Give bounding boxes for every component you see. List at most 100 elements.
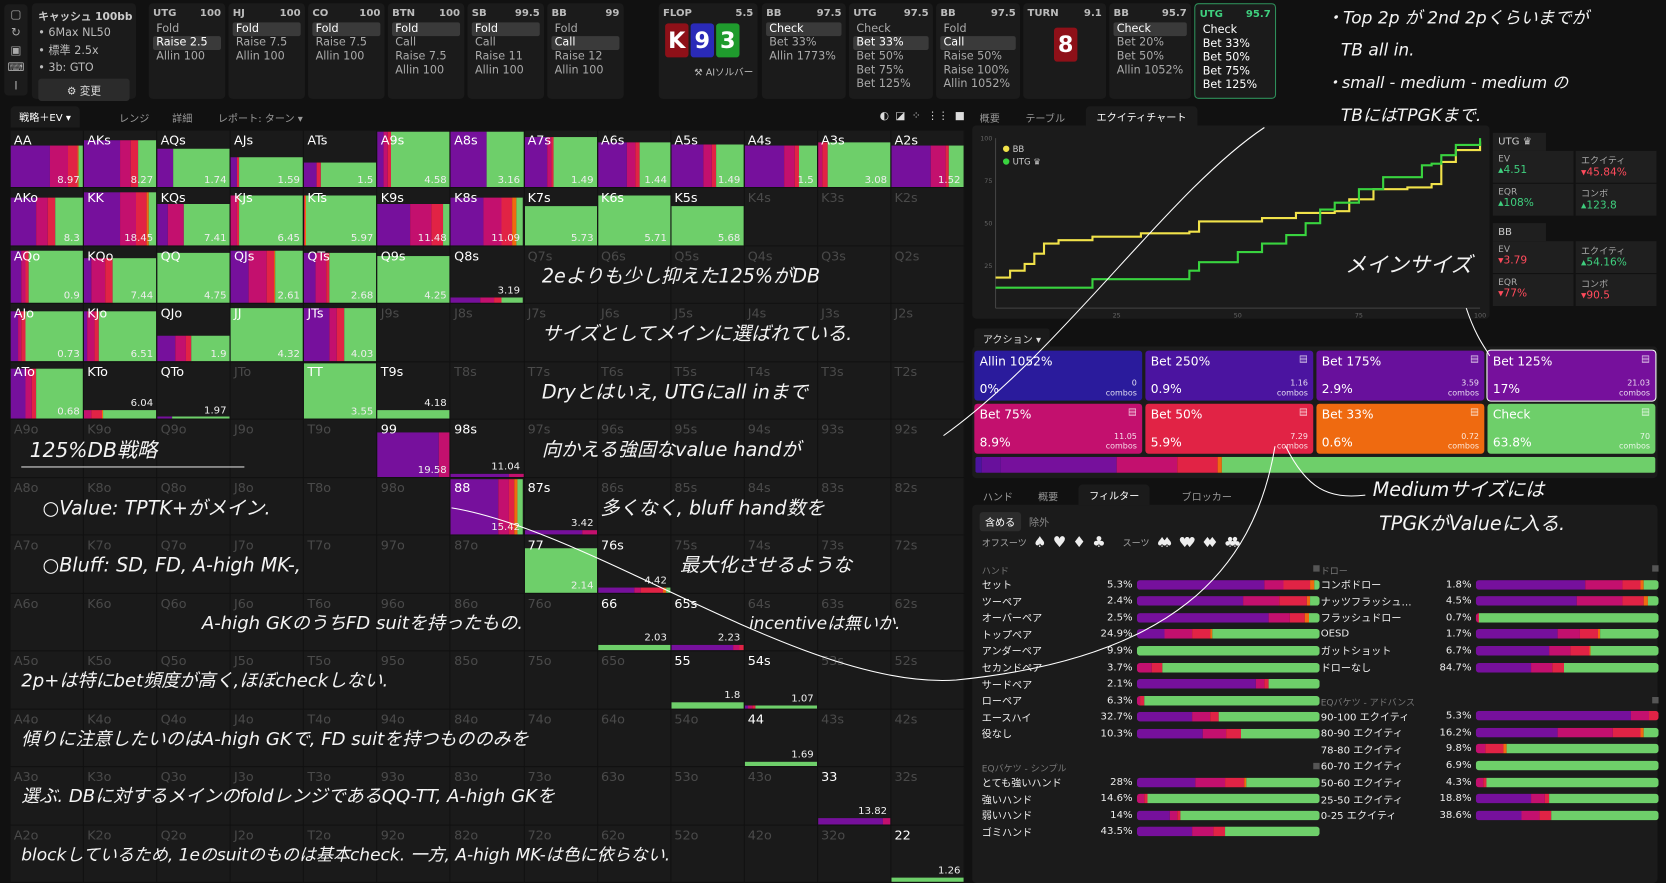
filter-row[interactable]: フラッシュドロー 0.7% [1321,610,1659,625]
filter-row[interactable]: 60-70 エクイティ 6.9% [1321,758,1659,773]
hand-cell[interactable]: AJs 1.59 [230,130,305,189]
notes-icon[interactable]: ▤ [1641,406,1651,418]
collapse-icon[interactable] [1313,565,1320,572]
hand-cell[interactable]: J8o [230,477,305,536]
action-option[interactable]: Bet 33% [853,36,929,50]
hand-cell[interactable]: J6o [230,593,305,652]
action-card[interactable]: Check 63.8% ▤ 70 combos [1487,403,1656,454]
hand-cell[interactable]: 54s 1.07 [744,651,818,710]
action-option[interactable]: Allin 1773% [769,49,836,63]
action-option[interactable]: Raise 12 [554,49,603,63]
text-cursor-icon[interactable]: I [14,78,18,93]
filter-row[interactable]: トップペア 24.9% [982,627,1320,642]
action-option[interactable]: Bet 75% [1202,64,1250,78]
hand-cell[interactable]: 97o [377,535,451,594]
hand-cell[interactable]: K7s 5.73 [524,188,598,247]
hand-cell[interactable]: 76s 4.42 [597,535,672,594]
action-card[interactable]: Bet 33% 0.6% ▤ 0.72 combos [1316,403,1485,454]
right-tab[interactable]: テーブル [1025,113,1066,126]
filter-row[interactable]: ローペア 6.3% [982,693,1320,708]
hand-cell[interactable]: K9o [84,420,158,478]
hand-cell[interactable]: 99 19.58 [377,420,451,478]
hand-cell[interactable]: K4o [84,709,158,768]
action-option[interactable]: Allin 1052% [943,77,1011,91]
full-icon[interactable]: ■ [954,109,965,122]
hand-cell[interactable]: 82o [450,825,525,883]
hand-cell[interactable]: 98s 11.04 [450,420,525,478]
grid-icon[interactable]: ⋮⋮ [927,109,949,122]
left-tab[interactable]: 戦略＋EV ▾ [10,106,80,128]
hand-cell[interactable]: T8s [450,362,525,421]
hand-cell[interactable]: 55 1.8 [671,651,745,710]
filter-row[interactable]: コンボドロー 1.8% [1321,577,1659,592]
hand-cell[interactable]: JJ 4.32 [230,304,305,363]
hand-cell[interactable]: KJo 6.51 [84,304,158,363]
hand-cell[interactable]: Q6s [597,246,672,305]
hand-cell[interactable]: J2o [230,825,305,883]
hand-cell[interactable]: 52o [671,825,745,883]
left-tab[interactable]: レポート: ターン ▾ [217,113,303,126]
bookmark-icon[interactable]: ▢ [10,7,22,22]
hand-cell[interactable]: T5o [304,651,378,710]
hand-cell[interactable]: T7o [304,535,378,594]
hand-cell[interactable]: 82s [891,477,965,536]
hand-cell[interactable]: T5s [671,362,745,421]
hand-cell[interactable]: A9s 4.58 [377,130,451,189]
hand-cell[interactable]: Q2s [891,246,965,305]
hand-cell[interactable]: KQs 7.41 [157,188,231,247]
save-icon[interactable]: ▣ [10,43,22,57]
action-option[interactable]: Fold [392,22,461,37]
hand-cell[interactable]: A2s 1.52 [891,130,965,189]
hand-cell[interactable]: 96o [377,593,451,652]
action-option[interactable]: Bet 20% [1116,36,1164,49]
hand-cell[interactable]: K4s [744,188,818,247]
hand-cell[interactable]: T3o [304,767,378,826]
action-option[interactable]: Fold [232,22,301,37]
action-option[interactable]: Fold [943,22,967,36]
hand-cell[interactable]: A7o [10,535,85,594]
hand-cell[interactable]: 42s [891,709,965,768]
action-option[interactable]: Allin 100 [315,49,365,63]
hand-cell[interactable]: A6s 1.44 [597,130,672,189]
exclude-button[interactable]: 除外 [1029,517,1050,530]
action-option[interactable]: Bet 125% [856,77,911,91]
hand-cell[interactable]: J9o [230,420,305,478]
hand-cell[interactable]: 75o [524,651,598,710]
gamepad-icon[interactable]: ⌨ [7,60,25,75]
hand-cell[interactable]: Q4s [744,246,818,305]
hand-cell[interactable]: A8s 3.16 [450,130,525,189]
action-option[interactable]: Bet 33% [1202,37,1250,50]
filter-row[interactable]: ツーペア 2.4% [982,594,1320,608]
hand-cell[interactable]: 22 1.26 [891,825,965,883]
hand-cell[interactable]: 65s 2.23 [671,593,745,652]
hand-cell[interactable]: Q5o [157,651,231,710]
notes-icon[interactable]: ▤ [1641,353,1651,365]
hand-cell[interactable]: A4s 1.5 [744,130,818,189]
hand-cell[interactable]: K3o [84,767,158,826]
action-card[interactable]: Bet 50% 5.9% ▤ 7.29 combos [1145,403,1314,454]
hand-cell[interactable]: 53o [671,767,745,826]
action-option[interactable]: Bet 75% [856,63,904,77]
hand-cell[interactable]: A3s 3.08 [817,130,892,189]
filter-row[interactable]: オーバーペア 2.5% [982,610,1320,625]
color-mode-icon[interactable]: ◐ [879,109,889,122]
notes-icon[interactable]: ▤ [1469,353,1479,365]
compact-icon[interactable]: ⁘ [911,109,921,122]
hand-cell[interactable]: 33 13.82 [817,767,892,826]
hand-cell[interactable]: T4o [304,709,378,768]
hand-cell[interactable]: T8o [304,477,378,536]
filter-row[interactable]: OESD 1.7% [1321,627,1659,642]
hand-cell[interactable]: A5s 1.49 [671,130,745,189]
right-tab[interactable]: エクイティチャート [1085,106,1198,128]
suit-button[interactable]: ♦ [1072,534,1086,552]
hand-cell[interactable]: TT 3.55 [304,362,378,421]
action-option[interactable]: Raise 7.5 [235,36,288,49]
hand-cell[interactable]: J5s [671,304,745,363]
hand-cell[interactable]: Q9s 4.25 [377,246,451,305]
hand-cell[interactable]: T9o [304,420,378,478]
hand-cell[interactable]: 32o [817,825,892,883]
action-option[interactable]: Bet 50% [1116,49,1164,63]
hand-cell[interactable]: A5o [10,651,85,710]
hand-cell[interactable]: A7s 1.49 [524,130,598,189]
suited-suit-button[interactable]: ♦♦ [1201,534,1219,551]
